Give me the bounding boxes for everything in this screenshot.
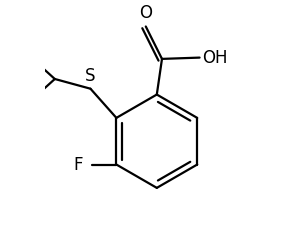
Text: OH: OH: [202, 49, 228, 67]
Text: O: O: [139, 4, 152, 22]
Text: S: S: [85, 67, 96, 85]
Text: F: F: [73, 155, 83, 173]
